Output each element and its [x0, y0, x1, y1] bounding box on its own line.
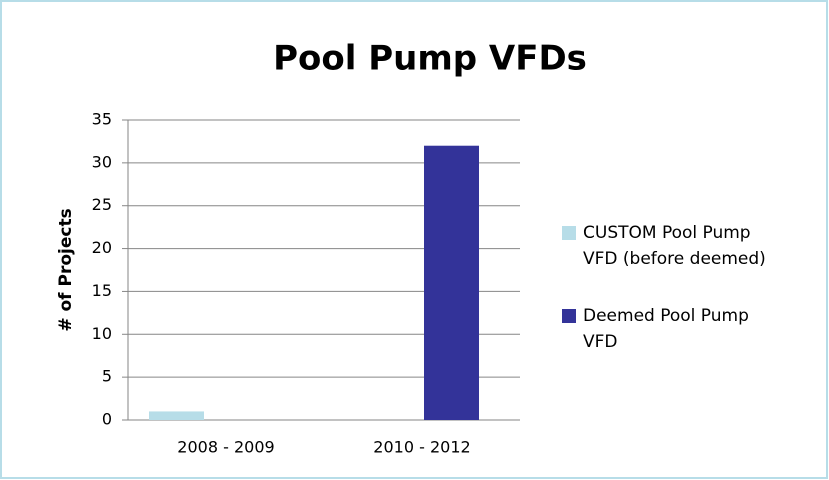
- y-tick-label: 15: [92, 281, 112, 300]
- y-tick-label: 25: [92, 195, 112, 214]
- x-tick-label: 2008 - 2009: [177, 438, 274, 457]
- y-tick-label: 35: [92, 110, 112, 129]
- bar: [149, 411, 204, 420]
- legend-label: CUSTOM Pool Pump VFD (before deemed): [583, 223, 766, 269]
- legend-swatch: [562, 226, 576, 240]
- legend-label: Deemed Pool Pump VFD: [583, 306, 749, 352]
- x-tick-label: 2010 - 2012: [373, 438, 470, 457]
- y-tick-label: 0: [102, 410, 112, 429]
- y-tick-label: 10: [92, 324, 112, 343]
- y-axis-label: # of Projects: [56, 208, 76, 331]
- bar: [424, 145, 479, 420]
- y-tick-label: 5: [102, 367, 112, 386]
- y-tick-label: 30: [92, 152, 112, 171]
- legend-swatch: [562, 309, 576, 323]
- chart-title: Pool Pump VFDs: [273, 39, 587, 79]
- y-tick-label: 20: [92, 238, 112, 257]
